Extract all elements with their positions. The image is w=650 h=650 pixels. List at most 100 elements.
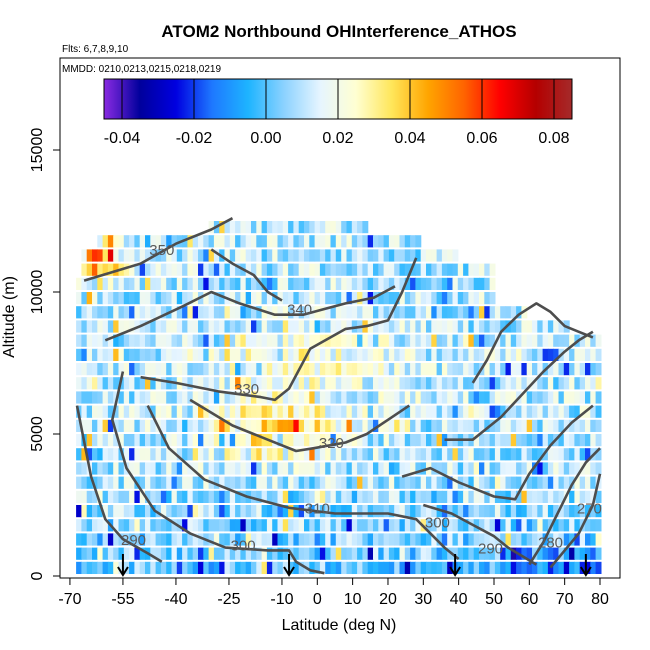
heatmap-cell: [139, 434, 146, 447]
heatmap-cell: [272, 419, 279, 432]
heatmap-cell: [304, 292, 310, 305]
heatmap-cell: [102, 448, 109, 461]
heatmap-cell: [558, 363, 565, 376]
heatmap-cell: [346, 377, 353, 390]
heatmap-cell: [537, 434, 544, 447]
heatmap-cell: [81, 547, 88, 560]
heatmap-cell: [92, 320, 98, 333]
heatmap-cell: [532, 505, 538, 518]
heatmap-cell: [521, 519, 528, 532]
heatmap-cell: [373, 419, 379, 432]
heatmap-cell: [436, 348, 443, 361]
heatmap-cell: [235, 434, 241, 447]
heatmap-cell: [134, 377, 141, 390]
heatmap-cell: [171, 334, 178, 347]
heatmap-cell: [357, 221, 363, 234]
heatmap-cell: [346, 519, 353, 532]
heatmap-cell: [585, 547, 591, 560]
heatmap-cell: [282, 277, 289, 290]
heatmap-cell: [367, 533, 374, 546]
heatmap-cell: [277, 476, 284, 489]
heatmap-cell: [452, 320, 459, 333]
heatmap-cell: [521, 547, 528, 560]
heatmap-cell: [447, 533, 454, 546]
heatmap-cell: [219, 320, 226, 333]
heatmap-cell: [113, 505, 120, 518]
heatmap-cell: [86, 334, 93, 347]
heatmap-cell: [208, 505, 215, 518]
heatmap-cell: [510, 448, 517, 461]
heatmap-cell: [293, 363, 300, 376]
heatmap-cell: [574, 348, 581, 361]
heatmap-cell: [245, 561, 252, 574]
heatmap-cell: [537, 519, 544, 532]
heatmap-cell: [426, 249, 432, 262]
heatmap-cell: [176, 561, 183, 574]
heatmap-cell: [399, 363, 406, 376]
heatmap-cell: [224, 448, 231, 461]
heatmap-cell: [473, 405, 480, 418]
heatmap-cell: [537, 348, 544, 361]
heatmap-cell: [219, 391, 226, 404]
heatmap-cell: [399, 292, 406, 305]
heatmap-cell: [92, 462, 98, 475]
heatmap-cell: [224, 547, 231, 560]
heatmap-cell: [330, 249, 337, 262]
heatmap-cell: [325, 547, 332, 560]
heatmap-cell: [160, 405, 167, 418]
heatmap-cell: [240, 320, 247, 333]
heatmap-cell: [351, 377, 358, 390]
heatmap-cell: [484, 434, 491, 447]
heatmap-cell: [97, 505, 104, 518]
heatmap-cell: [81, 263, 88, 276]
heatmap-cell: [410, 348, 416, 361]
heatmap-cell: [150, 462, 157, 475]
heatmap-cell: [309, 547, 316, 560]
heatmap-cell: [335, 320, 342, 333]
heatmap-cell: [330, 391, 337, 404]
heatmap-cell: [373, 263, 379, 276]
heatmap-cell: [293, 448, 300, 461]
heatmap-cell: [457, 561, 464, 574]
heatmap-cell: [420, 405, 427, 418]
heatmap-cell: [182, 277, 188, 290]
heatmap-cell: [436, 405, 443, 418]
heatmap-cell: [394, 419, 401, 432]
heatmap-cell: [166, 377, 173, 390]
heatmap-cell: [415, 533, 422, 546]
heatmap-cell: [166, 533, 173, 546]
heatmap-cell: [463, 320, 469, 333]
heatmap-cell: [155, 476, 162, 489]
heatmap-cell: [92, 334, 98, 347]
heatmap-cell: [431, 476, 438, 489]
x-tick-label: 50: [485, 591, 503, 608]
heatmap-cell: [129, 505, 135, 518]
heatmap-cell: [410, 306, 416, 319]
heatmap-cell: [399, 235, 406, 248]
heatmap-cell: [563, 363, 570, 376]
contour-label: 350: [149, 242, 174, 259]
heatmap-cell: [314, 561, 321, 574]
heatmap-cell: [378, 448, 385, 461]
heatmap-cell: [436, 490, 443, 503]
heatmap-cell: [325, 334, 332, 347]
heatmap-cell: [277, 547, 284, 560]
heatmap-cell: [516, 434, 522, 447]
heatmap-cell: [319, 434, 326, 447]
heatmap-cell: [394, 533, 401, 546]
heatmap-cell: [399, 320, 406, 333]
heatmap-cell: [357, 363, 363, 376]
heatmap-cell: [410, 419, 416, 432]
heatmap-cell: [198, 235, 204, 248]
heatmap-cell: [494, 519, 501, 532]
heatmap-cell: [160, 334, 167, 347]
heatmap-cell: [240, 377, 247, 390]
heatmap-cell: [431, 434, 438, 447]
heatmap-cell: [452, 419, 459, 432]
heatmap-cell: [192, 505, 199, 518]
heatmap-cell: [272, 377, 279, 390]
heatmap-cell: [367, 490, 374, 503]
heatmap-cell: [150, 391, 157, 404]
heatmap-cell: [585, 348, 591, 361]
heatmap-cell: [388, 363, 395, 376]
